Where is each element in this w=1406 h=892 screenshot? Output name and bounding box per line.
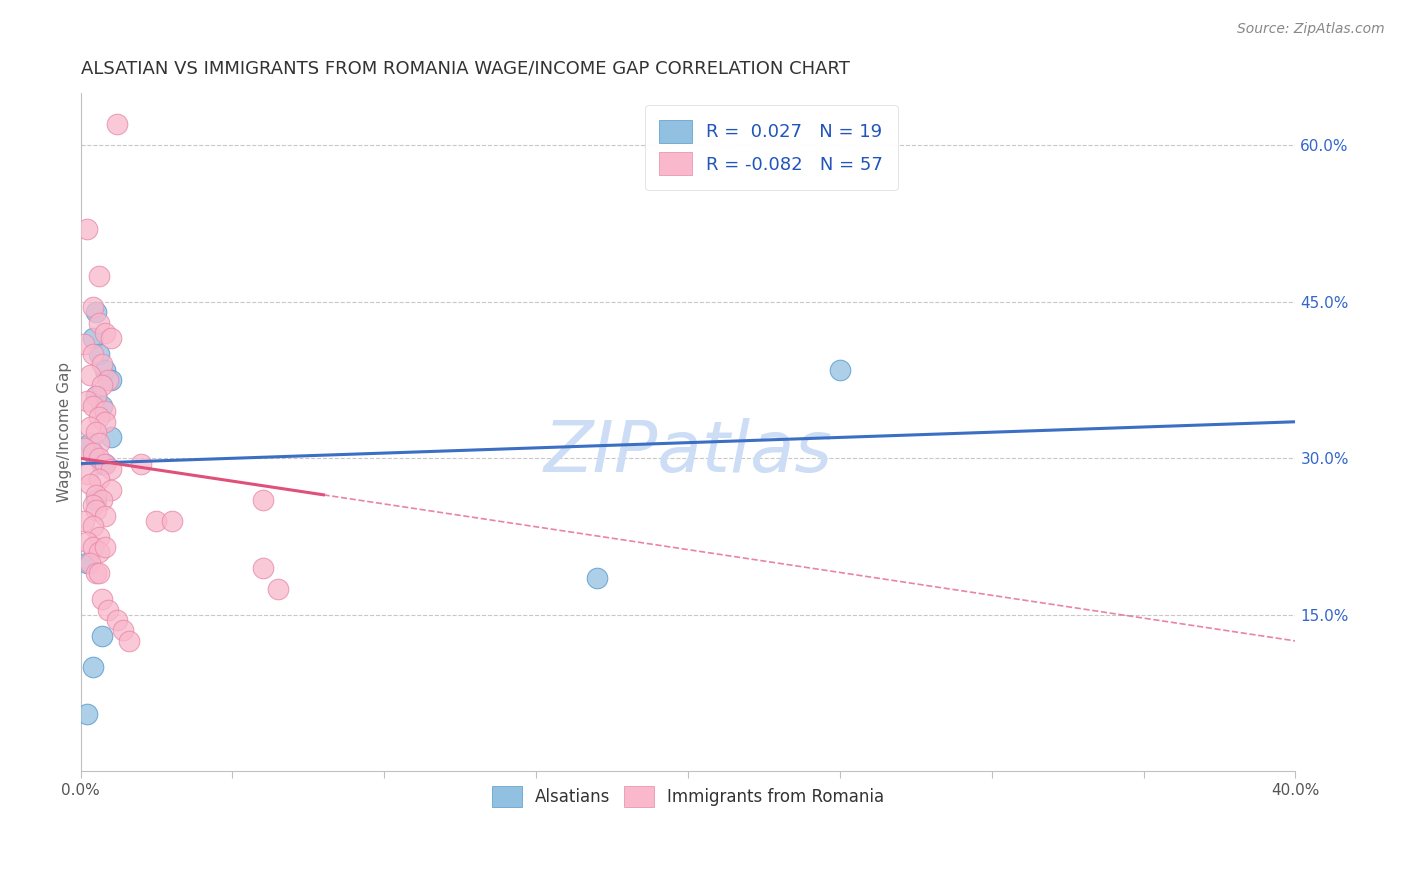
Point xyxy=(100,430,122,444)
Point xyxy=(94,326,117,340)
Point xyxy=(76,467,98,481)
Point xyxy=(87,435,110,450)
Point xyxy=(82,660,104,674)
Point xyxy=(129,457,152,471)
Point xyxy=(87,451,110,466)
Point xyxy=(87,316,110,330)
Point xyxy=(90,378,112,392)
Point xyxy=(160,514,183,528)
Y-axis label: Wage/Income Gap: Wage/Income Gap xyxy=(58,362,72,502)
Point xyxy=(97,602,120,616)
Point xyxy=(87,347,110,361)
Point xyxy=(72,514,94,528)
Point xyxy=(87,566,110,580)
Point xyxy=(76,534,98,549)
Point xyxy=(84,503,107,517)
Point xyxy=(84,425,107,440)
Point xyxy=(82,399,104,413)
Point xyxy=(84,389,107,403)
Point xyxy=(112,624,135,638)
Point xyxy=(828,362,851,376)
Point xyxy=(145,514,167,528)
Point xyxy=(100,373,122,387)
Point xyxy=(90,457,112,471)
Point xyxy=(82,540,104,554)
Point xyxy=(90,592,112,607)
Point xyxy=(76,706,98,721)
Point xyxy=(76,221,98,235)
Point xyxy=(87,472,110,486)
Point xyxy=(90,629,112,643)
Point xyxy=(84,488,107,502)
Text: ALSATIAN VS IMMIGRANTS FROM ROMANIA WAGE/INCOME GAP CORRELATION CHART: ALSATIAN VS IMMIGRANTS FROM ROMANIA WAGE… xyxy=(80,60,849,78)
Point xyxy=(94,457,117,471)
Point xyxy=(105,117,128,131)
Point xyxy=(87,545,110,559)
Point xyxy=(82,446,104,460)
Point xyxy=(84,389,107,403)
Point xyxy=(79,435,101,450)
Point xyxy=(586,571,609,585)
Point xyxy=(82,519,104,533)
Point xyxy=(87,409,110,424)
Point xyxy=(100,331,122,345)
Point xyxy=(79,420,101,434)
Point xyxy=(90,357,112,371)
Point xyxy=(82,331,104,345)
Point xyxy=(100,483,122,497)
Point xyxy=(94,415,117,429)
Point xyxy=(84,493,107,508)
Point xyxy=(82,446,104,460)
Point xyxy=(76,556,98,570)
Point xyxy=(94,362,117,376)
Point xyxy=(252,493,274,508)
Point xyxy=(79,368,101,382)
Point xyxy=(118,634,141,648)
Point xyxy=(76,393,98,408)
Legend: Alsatians, Immigrants from Romania: Alsatians, Immigrants from Romania xyxy=(485,780,891,814)
Point xyxy=(79,556,101,570)
Point xyxy=(84,566,107,580)
Point xyxy=(252,561,274,575)
Point xyxy=(90,493,112,508)
Point xyxy=(267,582,290,596)
Point xyxy=(82,498,104,512)
Point xyxy=(72,441,94,455)
Point xyxy=(97,373,120,387)
Point xyxy=(84,305,107,319)
Point xyxy=(87,530,110,544)
Point xyxy=(82,300,104,314)
Point xyxy=(72,336,94,351)
Text: Source: ZipAtlas.com: Source: ZipAtlas.com xyxy=(1237,22,1385,37)
Point xyxy=(94,540,117,554)
Text: ZIPatlas: ZIPatlas xyxy=(544,418,832,487)
Point xyxy=(100,461,122,475)
Point xyxy=(94,457,117,471)
Point xyxy=(94,404,117,418)
Point xyxy=(105,613,128,627)
Point xyxy=(79,477,101,491)
Point xyxy=(87,268,110,283)
Point xyxy=(94,508,117,523)
Point xyxy=(90,399,112,413)
Point xyxy=(82,347,104,361)
